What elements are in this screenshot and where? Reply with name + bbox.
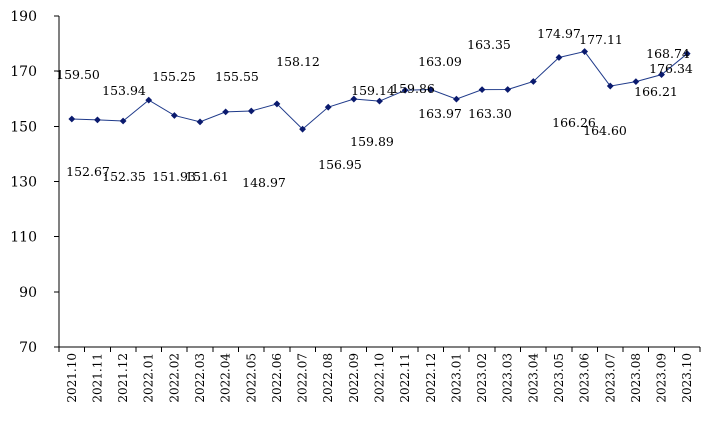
- x-tick-label: 2022.10: [373, 353, 387, 403]
- data-point: [401, 86, 409, 94]
- data-label: 153.94: [102, 83, 146, 98]
- data-label: 159.14: [351, 83, 395, 98]
- x-tick-label: 2021.10: [65, 353, 79, 403]
- data-point: [299, 125, 306, 133]
- x-tick-label: 2022.12: [424, 353, 438, 403]
- y-axis-ticks: 70 90 110 130 150 170 190: [10, 9, 59, 356]
- y-tick-label: 130: [10, 175, 37, 191]
- data-label: 148.97: [242, 175, 286, 190]
- data-label: 156.95: [318, 157, 362, 172]
- data-point: [247, 107, 255, 115]
- data-label: 164.60: [583, 123, 627, 138]
- x-tick-label: 2022.04: [219, 353, 233, 403]
- x-tick-label: 2023.08: [629, 353, 643, 403]
- x-tick-label: 2022.05: [244, 353, 258, 403]
- x-tick-label: 2022.07: [296, 353, 310, 403]
- x-tick-label: 2023.05: [552, 353, 566, 403]
- data-point: [658, 71, 665, 79]
- data-label: 163.35: [467, 37, 511, 52]
- y-tick-label: 190: [10, 9, 37, 25]
- x-tick-label: 2023.09: [655, 353, 669, 403]
- x-tick-label: 2022.01: [142, 353, 156, 403]
- data-point: [529, 78, 537, 85]
- data-point: [119, 117, 127, 125]
- data-label: 166.26: [552, 115, 596, 130]
- x-tick-label: 2022.11: [398, 353, 412, 403]
- data-label: 168.74: [646, 46, 690, 61]
- data-label: 163.97: [418, 106, 462, 121]
- x-tick-label: 2023.04: [526, 353, 540, 403]
- data-label: 152.67: [66, 164, 110, 179]
- data-point: [581, 48, 589, 55]
- data-point: [324, 103, 332, 111]
- y-tick-label: 70: [19, 340, 37, 356]
- x-tick-label: 2023.02: [475, 353, 489, 403]
- series-points: [68, 48, 691, 133]
- y-tick-label: 110: [10, 230, 37, 246]
- data-label: 155.55: [215, 69, 259, 84]
- x-tick-label: 2022.06: [270, 353, 284, 403]
- y-tick-label: 170: [10, 64, 37, 80]
- data-point: [94, 116, 101, 124]
- data-point: [478, 86, 486, 94]
- data-label: 166.21: [634, 84, 678, 99]
- x-tick-label: 2023.03: [501, 353, 515, 403]
- x-tick-label: 2021.11: [90, 353, 104, 403]
- data-label: 151.93: [152, 169, 196, 184]
- x-tick-label: 2023.06: [578, 353, 592, 403]
- y-tick-label: 150: [10, 119, 37, 135]
- data-label: 174.97: [537, 26, 581, 41]
- x-tick-label: 2022.02: [167, 353, 181, 403]
- x-tick-label: 2022.09: [347, 353, 361, 403]
- data-point: [632, 78, 640, 86]
- data-label: 151.61: [185, 169, 229, 184]
- data-point: [68, 115, 76, 123]
- x-tick-label: 2023.10: [680, 353, 694, 403]
- data-label: 163.09: [418, 54, 462, 69]
- data-point: [350, 95, 358, 103]
- x-tick-label: 2023.07: [603, 353, 617, 403]
- data-point: [196, 118, 204, 126]
- data-point: [376, 97, 383, 105]
- data-point: [453, 95, 460, 103]
- data-label: 159.86: [391, 81, 435, 96]
- x-axis-ticks: 2021.10 2021.11 2021.12 2022.01 2022.02 2022.…: [58, 347, 701, 403]
- x-tick-label: 2023.01: [449, 353, 463, 403]
- data-point: [222, 108, 230, 116]
- data-label: 177.11: [579, 32, 623, 47]
- data-point: [170, 112, 178, 119]
- data-point: [427, 86, 435, 93]
- data-label: 176.34: [649, 61, 693, 76]
- data-point: [555, 54, 563, 61]
- data-label: 152.35: [102, 169, 146, 184]
- data-label: 163.30: [468, 106, 512, 121]
- data-label: 159.89: [350, 134, 394, 149]
- data-label: 155.25: [152, 69, 196, 84]
- data-point: [606, 82, 614, 90]
- data-point: [273, 100, 281, 108]
- y-tick-label: 90: [19, 285, 37, 301]
- data-point: [145, 96, 153, 104]
- data-label: 159.50: [56, 67, 100, 82]
- x-tick-label: 2021.12: [116, 353, 130, 403]
- data-point: [683, 50, 691, 58]
- x-tick-label: 2022.08: [321, 353, 335, 403]
- data-point: [504, 86, 512, 93]
- data-label: 158.12: [276, 54, 320, 69]
- x-tick-label: 2022.03: [193, 353, 207, 403]
